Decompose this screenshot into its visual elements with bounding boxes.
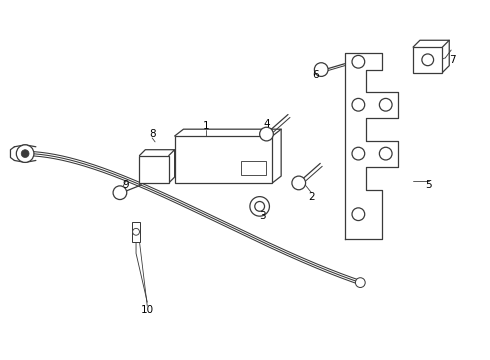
Circle shape (315, 63, 328, 76)
Text: 8: 8 (149, 129, 155, 139)
Circle shape (133, 228, 140, 235)
Bar (140, 156, 169, 183)
Circle shape (113, 186, 127, 199)
Text: 4: 4 (263, 119, 270, 129)
Text: 9: 9 (122, 180, 129, 190)
Bar (174, 136, 272, 183)
Circle shape (352, 98, 365, 111)
Text: 10: 10 (141, 305, 154, 315)
Circle shape (352, 208, 365, 221)
Text: 7: 7 (449, 55, 456, 65)
Circle shape (260, 127, 273, 141)
Circle shape (352, 55, 365, 68)
Circle shape (292, 176, 306, 190)
Text: 6: 6 (312, 71, 318, 80)
Circle shape (16, 145, 34, 162)
Polygon shape (344, 53, 398, 239)
Circle shape (21, 150, 29, 158)
Text: 3: 3 (259, 211, 266, 221)
Text: 5: 5 (425, 180, 432, 190)
Circle shape (250, 197, 270, 216)
Circle shape (355, 278, 365, 288)
Circle shape (422, 54, 434, 66)
Circle shape (255, 202, 265, 211)
Bar (413, 47, 442, 72)
Text: 1: 1 (202, 121, 209, 131)
Text: 2: 2 (308, 192, 315, 202)
Circle shape (352, 147, 365, 160)
Bar (241, 161, 266, 175)
Bar (132, 222, 141, 242)
Circle shape (379, 147, 392, 160)
Circle shape (379, 98, 392, 111)
